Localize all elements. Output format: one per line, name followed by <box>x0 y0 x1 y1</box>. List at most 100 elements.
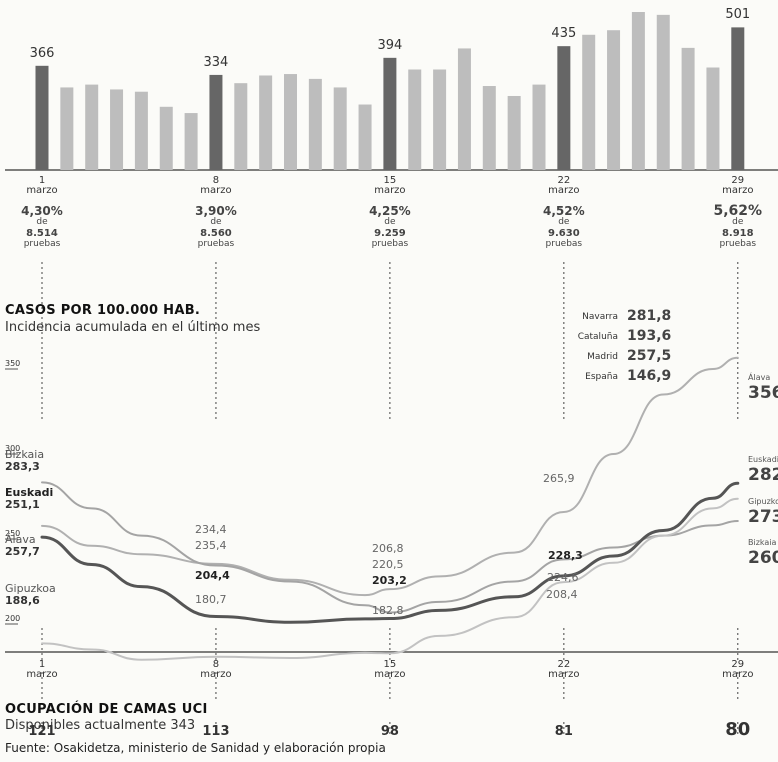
positivity-tests: 8.514 <box>26 228 58 239</box>
line-annotation-value: 228,3 <box>548 549 583 562</box>
line-tick-day: 29 <box>731 659 745 670</box>
bar-value-label: 366 <box>29 45 55 61</box>
line-annotation-value: 356 <box>748 383 778 403</box>
bar-tick-month: marzo <box>722 185 754 196</box>
incidence-subtitle: Incidencia acumulada en el último mes <box>5 320 261 335</box>
bar-day-2 <box>60 87 74 170</box>
positivity-percent: 5,62% <box>713 203 763 219</box>
positivity-unit: pruebas <box>371 239 409 249</box>
bar-day-21 <box>532 84 546 170</box>
bar-day-29 <box>731 27 745 171</box>
line-annotation-value: 182,8 <box>372 604 404 617</box>
positivity-percent: 4,25% <box>369 204 411 218</box>
comparison-value: 146,9 <box>627 368 672 384</box>
source-note: Fuente: Osakidetza, ministerio de Sanida… <box>5 741 386 755</box>
line-tick-day: 15 <box>383 659 397 670</box>
bar-tick-month: marzo <box>26 185 58 196</box>
line-annotation-value: 204,4 <box>195 569 230 582</box>
y-tick-label: 250 <box>5 529 21 538</box>
comparison-value: 281,8 <box>627 308 672 324</box>
y-tick-label: 350 <box>5 359 21 368</box>
bar-tick-day: 22 <box>557 175 571 186</box>
bar-day-27 <box>681 47 695 170</box>
bar-day-4 <box>110 89 124 170</box>
line-annotation-name: Álava <box>748 373 771 382</box>
bar-day-24 <box>607 30 621 171</box>
positivity-unit: pruebas <box>23 239 61 249</box>
bar-day-6 <box>159 106 173 170</box>
line-tick-month: marzo <box>26 669 58 680</box>
positivity-block: 3,90% de 8.560 pruebas <box>181 205 251 249</box>
bar-day-25 <box>631 12 645 170</box>
line-annotation-value: 220,5 <box>372 558 404 571</box>
y-tick-label: 200 <box>5 614 21 623</box>
line-annotation-value: 234,4 <box>195 523 227 536</box>
bar-tick-day: 15 <box>383 175 397 186</box>
bar-day-15 <box>383 57 397 171</box>
positivity-tests: 9.259 <box>374 228 406 239</box>
positivity-de: de <box>36 217 48 227</box>
bar-tick-day: 29 <box>731 175 745 186</box>
line-annotation-value: 224,6 <box>547 571 579 584</box>
bar-day-5 <box>134 91 148 170</box>
line-annotation-value: 273 <box>748 507 778 527</box>
line-annotation-name: Bizkaia <box>5 448 45 461</box>
icu-value: 81 <box>554 724 573 739</box>
series-line-alava <box>41 356 739 597</box>
bar-day-23 <box>582 34 596 170</box>
line-annotation-value: 208,4 <box>546 588 578 601</box>
positivity-block: 4,30% de 8.514 pruebas <box>7 205 77 249</box>
line-tick-month: marzo <box>722 669 754 680</box>
bar-day-14 <box>358 104 372 170</box>
bar-day-16 <box>408 69 422 170</box>
line-annotation-value: 260 <box>748 548 778 568</box>
line-tick-month: marzo <box>200 669 232 680</box>
line-tick-day: 1 <box>38 659 46 670</box>
positivity-tests: 9.630 <box>548 228 580 239</box>
positivity-percent: 4,52% <box>543 204 585 218</box>
line-annotation-value: 282 <box>748 465 778 485</box>
bar-tick-month: marzo <box>200 185 232 196</box>
bar-day-20 <box>507 95 521 170</box>
comparison-value: 257,5 <box>627 348 672 364</box>
comparison-value: 193,6 <box>627 328 672 344</box>
line-annotation-name: Euskadi <box>5 486 54 499</box>
comparison-region: Madrid <box>587 352 618 362</box>
line-annotation-value: 206,8 <box>372 542 404 555</box>
bar-day-13 <box>333 87 347 170</box>
icu-value: 113 <box>202 724 230 739</box>
positivity-tests: 8.560 <box>200 228 232 239</box>
line-annotation-value: 180,7 <box>195 593 227 606</box>
line-annotation-name: Gipuzkoa <box>5 582 56 595</box>
bar-value-label: 435 <box>551 26 577 42</box>
line-annotation-value: 265,9 <box>543 472 575 485</box>
bar-value-label: 501 <box>725 7 751 23</box>
y-tick-label: 300 <box>5 444 21 453</box>
line-tick-month: marzo <box>374 669 406 680</box>
comparison-region: Cataluña <box>577 332 618 342</box>
line-annotation-value: 188,6 <box>5 594 40 607</box>
positivity-block: 4,25% de 9.259 pruebas <box>355 205 425 249</box>
positivity-de: de <box>210 217 222 227</box>
line-annotation-name: Bizkaia <box>748 538 777 547</box>
line-tick-month: marzo <box>548 669 580 680</box>
positivity-de: de <box>732 217 744 227</box>
positivity-unit: pruebas <box>197 239 235 249</box>
positivity-de: de <box>384 217 396 227</box>
series-line-gipuzkoa <box>41 497 739 661</box>
line-annotation-name: Gipuzkoa <box>748 497 778 506</box>
bar-day-10 <box>259 75 273 170</box>
positivity-block: 5,62% de 8.918 pruebas <box>703 203 773 249</box>
bar-day-19 <box>482 86 496 170</box>
series-line-euskadi <box>40 481 740 624</box>
line-annotation-value: 283,3 <box>5 460 40 473</box>
incidence-title: CASOS POR 100.000 HAB. <box>5 303 201 318</box>
bar-tick-day: 8 <box>212 175 220 186</box>
line-annotation-value: 257,7 <box>5 545 40 558</box>
icu-value: 98 <box>380 724 399 739</box>
bar-day-7 <box>184 113 198 170</box>
line-annotation-value: 235,4 <box>195 539 227 552</box>
bar-day-26 <box>656 14 670 170</box>
positivity-unit: pruebas <box>719 239 757 249</box>
